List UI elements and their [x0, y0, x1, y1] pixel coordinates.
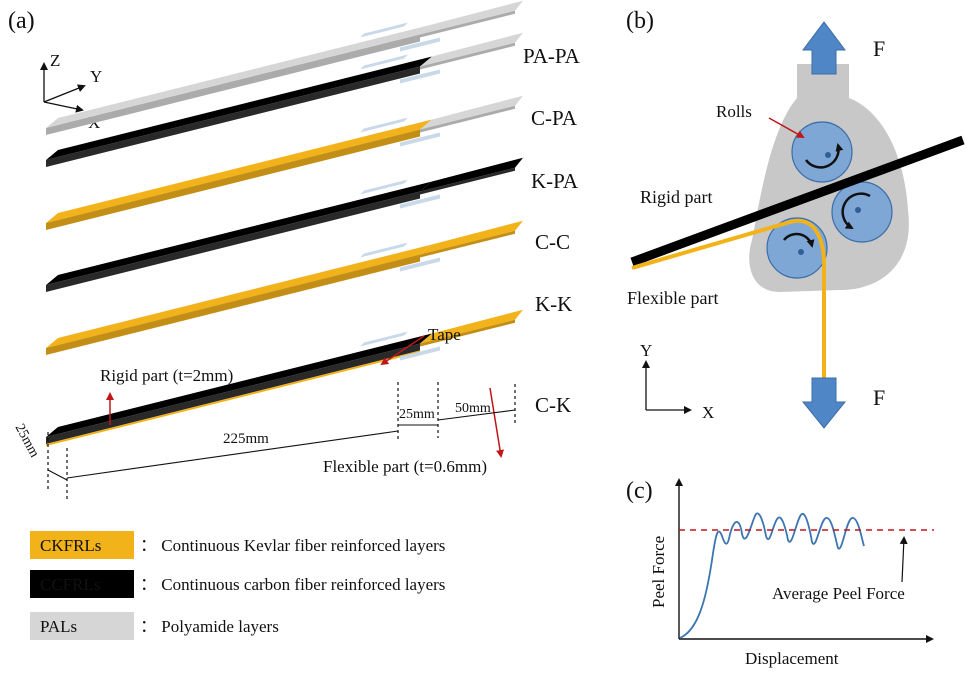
axis-y-b-label: Y — [640, 341, 652, 360]
strip-pa-pa-tape-bottom — [400, 37, 440, 52]
average-peel-force-label: Average Peel Force — [772, 584, 905, 603]
panel-c-label: (c) — [626, 478, 653, 504]
strip-k-pa-rigid-side — [46, 129, 420, 230]
tape-arrow — [380, 335, 425, 366]
specimen-strips — [46, 0, 523, 446]
roll-right-rotation-icon — [841, 192, 871, 230]
axis-z-label: Z — [50, 51, 60, 70]
strip-k-pa-rigid-top — [46, 119, 432, 223]
strip-c-pa-tape-bottom — [400, 69, 440, 84]
peel-fixture: F F Rolls Rigid part Flexible part — [627, 21, 965, 429]
legend-swatch-polyamide — [30, 612, 134, 640]
width-dim-label: 25mm — [12, 422, 42, 461]
peel-curve-plot: Peel Force Displacement Average Peel For… — [649, 478, 934, 668]
specimen-label-k-k: K-K — [535, 292, 572, 316]
panel-a-label: (a) — [8, 8, 35, 34]
rigid-part-label: Rigid part (t=2mm) — [100, 366, 233, 385]
tape-length-dim-label: 25mm — [399, 407, 435, 422]
strip-c-k-rigid-top — [46, 333, 432, 437]
strip-c-k-rigid-side — [46, 343, 420, 444]
specimen-label-pa-pa: PA-PA — [523, 44, 581, 68]
tape-label: Tape — [428, 325, 461, 344]
strip-c-c-flexible-side — [420, 167, 515, 195]
legend-tag-polyamide: PALs — [40, 617, 77, 636]
strip-pa-pa-tape-top — [360, 22, 408, 38]
strip-c-k-flexible-top — [420, 309, 523, 344]
specimen-label-c-c: C-C — [535, 230, 570, 254]
strip-c-pa-flexible-top — [420, 32, 523, 67]
strip-c-k-tape-top — [360, 331, 408, 347]
strip-k-k-rigid-side — [46, 254, 420, 355]
strip-k-k-rigid-top — [46, 244, 432, 348]
panel-b-label: (b) — [626, 8, 654, 34]
lower-force-arrow — [801, 377, 847, 429]
strip-c-pa-rigid-top — [46, 56, 432, 160]
strip-k-pa-flexible-side — [420, 105, 515, 133]
legend-desc-carbon: ： Continuous carbon fiber reinforced lay… — [140, 575, 445, 594]
specimen-labels: PA-PA C-PA K-PA C-C K-K C-K — [523, 44, 581, 417]
rigid-part-b-label: Rigid part — [640, 187, 713, 207]
strip-c-k-kevlar-underside — [46, 350, 420, 446]
axis-y-label: Y — [90, 67, 102, 86]
roll-top — [791, 121, 853, 183]
legend: CKFRLs ： Continuous Kevlar fiber reinfor… — [30, 531, 445, 640]
lower-force-label: F — [873, 385, 885, 410]
strip-c-pa-rigid-side — [46, 66, 420, 167]
strip-c-c-tape-bottom — [400, 194, 440, 209]
strip-k-pa-flexible-top — [420, 95, 523, 130]
strip-k-k-flexible-side — [420, 230, 515, 258]
flexible-part-b-label: Flexible part — [627, 288, 718, 308]
rolls-arrow — [768, 117, 805, 138]
legend-item-carbon: CCFRLs ： Continuous carbon fiber reinfor… — [30, 570, 445, 598]
strip-c-c-rigid-top — [46, 181, 432, 285]
rigid-strip — [630, 135, 965, 267]
flexible-part-arrow — [489, 387, 504, 458]
legend-tag-carbon: CCFRLs — [40, 575, 100, 594]
flexible-strip — [631, 218, 827, 380]
plot-xlabel: Displacement — [745, 649, 839, 668]
strip-c-c-tape-top — [360, 179, 408, 195]
roll-bottom-rotation-icon — [783, 232, 815, 248]
upper-force-label: F — [873, 36, 885, 61]
strip-c-c-rigid-side — [46, 191, 420, 292]
specimen-label-c-k: C-K — [535, 393, 571, 417]
legend-swatch-kevlar — [30, 531, 134, 559]
legend-swatch-carbon — [30, 570, 134, 598]
average-peel-force-arrow — [899, 536, 908, 583]
roll-bottom — [766, 217, 828, 279]
specimen-label-c-pa: C-PA — [531, 106, 578, 130]
axis-x-b-label: X — [702, 403, 714, 422]
upper-force-arrow — [802, 21, 846, 75]
strip-pa-pa-rigid-side — [46, 34, 420, 135]
strip-c-pa-tape-top — [360, 54, 408, 70]
strip-k-k-tape-top — [360, 242, 408, 258]
strip-pa-pa-flexible-side — [420, 10, 515, 38]
strip-c-k-flexible-side — [420, 319, 515, 347]
legend-item-polyamide: PALs ： Polyamide layers — [30, 612, 279, 640]
strip-c-c-flexible-top — [420, 157, 523, 192]
plot-ylabel: Peel Force — [649, 536, 668, 608]
legend-desc-polyamide: ： Polyamide layers — [140, 617, 279, 636]
roll-right — [831, 181, 893, 243]
strip-pa-pa-rigid-top — [46, 24, 432, 128]
strip-k-k-flexible-top — [420, 220, 523, 255]
ck-annotations: Tape Rigid part (t=2mm) Flexible part (t… — [12, 325, 516, 500]
legend-item-kevlar: CKFRLs ： Continuous Kevlar fiber reinfor… — [30, 531, 445, 559]
strip-pa-pa-flexible-top — [420, 0, 523, 35]
rolls-label: Rolls — [716, 102, 752, 121]
legend-desc-kevlar: ： Continuous Kevlar fiber reinforced lay… — [140, 536, 445, 555]
flexible-part-label: Flexible part (t=0.6mm) — [323, 457, 487, 476]
strip-k-pa-tape-bottom — [400, 132, 440, 147]
strip-k-pa-tape-top — [360, 117, 408, 133]
rigid-length-dim-label: 225mm — [223, 431, 269, 447]
roll-top-rotation-icon — [804, 143, 844, 169]
specimen-label-k-pa: K-PA — [531, 169, 579, 193]
flexible-length-dim-label: 50mm — [455, 401, 491, 416]
peel-force-curve — [679, 512, 865, 639]
strip-c-k-tape-bottom — [400, 346, 440, 361]
strip-k-k-tape-bottom — [400, 257, 440, 272]
strip-c-pa-flexible-side — [420, 42, 515, 70]
legend-tag-kevlar: CKFRLs — [40, 536, 101, 555]
